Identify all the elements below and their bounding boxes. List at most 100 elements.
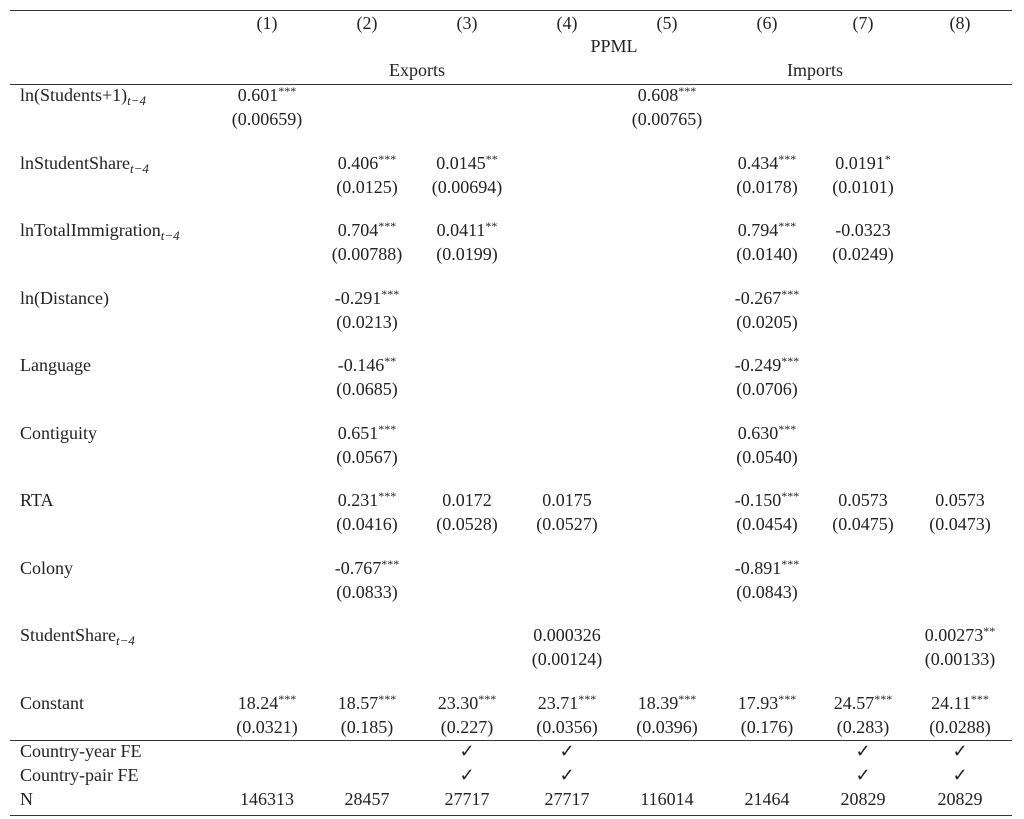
standard-error: (0.0178) [736,176,798,198]
standard-error: (0.0213) [336,311,398,333]
coefficient: 0.231*** [338,489,397,511]
footer-label: Country-pair FE [20,764,139,786]
footer-cell: ✓ [952,765,968,785]
coefficient-value: -0.291 [334,287,382,308]
footer-cell: ✓ [952,740,967,762]
standard-error: (0.00694) [431,176,503,197]
significance-stars: *** [874,691,893,706]
standard-error: (0.0199) [436,244,498,264]
coefficient: -0.150*** [735,489,800,511]
coefficient-value: 0.704 [337,220,379,240]
footer-cell: ✓ [559,740,574,762]
standard-error: (0.0843) [736,581,798,603]
footer-cell: ✓ [559,765,575,785]
standard-error: (0.0396) [636,716,698,738]
standard-error: (0.0685) [336,378,398,400]
footer-cell: 28457 [345,788,390,810]
coefficient-value: 0.630 [737,422,779,443]
significance-stars: *** [781,354,800,368]
coefficient-value: 0.601 [237,85,279,105]
column-number-text: (5) [656,13,678,33]
significance-stars: *** [781,286,800,301]
coefficient: 24.11*** [931,692,989,714]
coefficient: 0.630*** [738,422,797,444]
column-number-text: (8) [949,13,971,33]
standard-error: (0.0527) [536,513,598,535]
coefficient: 23.71*** [538,692,597,714]
standard-error: (0.0473) [929,514,991,534]
coefficient: 18.39*** [638,692,697,714]
footer-cell: 21464 [745,788,790,810]
group-label: Exports [389,60,445,80]
coefficient: 0.704*** [338,219,397,241]
coefficient-value: -0.891 [734,557,782,578]
coefficient: -0.291*** [335,287,400,309]
significance-stars: *** [378,151,397,166]
standard-error: (0.0567) [336,446,398,468]
significance-stars: *** [778,421,797,436]
coefficient: 0.608*** [638,84,697,106]
coefficient-value: 18.57 [337,692,379,713]
coefficient: 0.601*** [238,84,297,106]
coefficient-value: 18.24 [237,692,279,713]
column-number-text: (2) [356,13,378,33]
footer-cell: 21464 [744,789,790,809]
header-rule [10,84,1012,85]
coefficient-value: 23.30 [437,692,479,713]
footer-cell: 146313 [240,788,294,810]
significance-stars: *** [778,691,797,706]
group-label: Imports [787,60,843,80]
significance-stars: * [884,151,891,166]
row-label-subscript: t−4 [127,93,147,108]
standard-error: (0.0356) [536,716,598,738]
group: Imports [787,59,843,81]
standard-error: (0.0178) [736,176,798,197]
row-label: Constant [20,692,84,714]
footer-cell: 116014 [640,788,693,810]
footer-cell: 27717 [545,788,590,810]
coefficient: -0.767*** [335,557,400,579]
standard-error: (0.0833) [336,581,398,602]
significance-stars: *** [578,691,597,706]
coefficient-value: -0.249 [734,355,782,375]
coefficient: 0.00273** [925,624,996,646]
standard-error: (0.283) [836,716,890,737]
standard-error: (0.00788) [331,244,403,264]
footer-rule [10,740,1012,741]
row-label-text: StudentShare [20,625,116,645]
standard-error: (0.0706) [736,379,798,399]
coefficient-value: 24.11 [931,692,971,713]
coefficient: 0.406*** [338,152,397,174]
coefficient-value: 23.71 [537,692,579,713]
standard-error: (0.0528) [436,513,498,535]
coefficient-value: -0.0323 [835,220,891,240]
row-label: StudentSharet−4 [20,624,135,647]
significance-stars: *** [778,151,797,166]
column-number: (8) [950,12,971,34]
standard-error: (0.0416) [336,513,398,535]
footer-cell: ✓ [459,740,474,762]
coefficient: 0.0175 [542,489,592,511]
coefficient-value: 0.651 [337,422,379,443]
standard-error: (0.0288) [929,716,991,737]
standard-error: (0.0321) [236,716,298,738]
footer-cell: ✓ [855,741,871,761]
footer-label: Country-year FE [20,741,142,761]
column-number-text: (4) [556,13,578,33]
coefficient: 0.0172 [442,489,492,511]
footer-cell: ✓ [855,740,870,762]
standard-error: (0.0205) [736,311,798,332]
column-number: (1) [257,12,278,34]
significance-stars: *** [778,219,797,233]
column-number-text: (6) [756,13,778,33]
row-label-text: Constant [20,692,85,713]
standard-error: (0.0321) [236,716,298,737]
standard-error: (0.0101) [832,176,894,197]
significance-stars: ** [983,624,996,638]
standard-error: (0.0416) [336,514,398,534]
standard-error: (0.0213) [336,311,398,332]
row-label-text: lnStudentShare [20,152,130,173]
significance-stars: *** [781,556,800,571]
footer-cell: 116014 [640,789,694,809]
